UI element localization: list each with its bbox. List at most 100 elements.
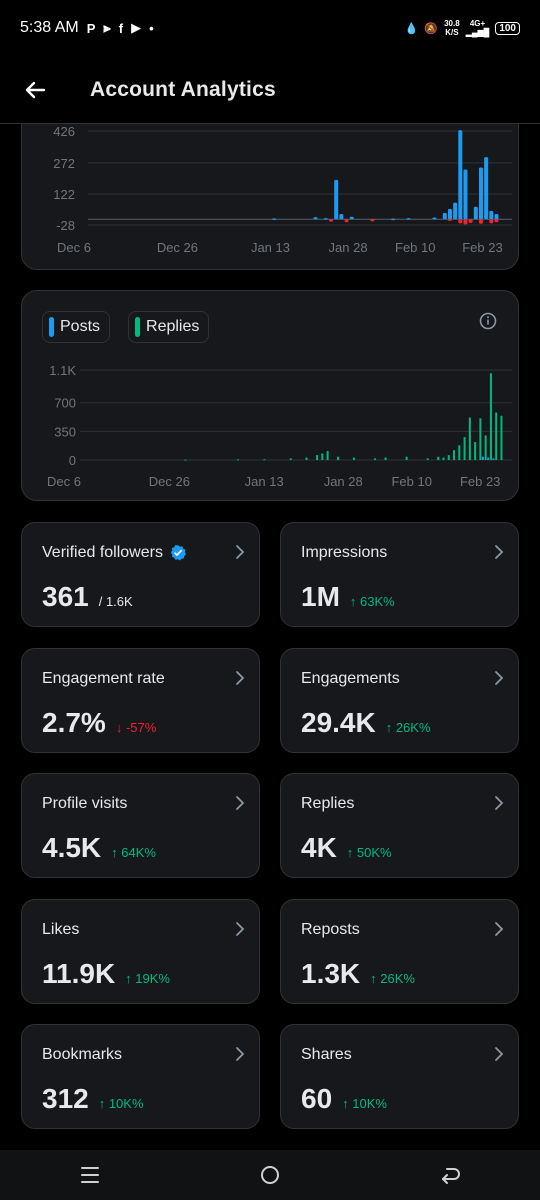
stat-value-row: 1M ↑ 63K%: [301, 581, 395, 613]
stat-value-row: 4.5K ↑ 64K%: [42, 832, 156, 864]
bar-replies: [426, 458, 429, 460]
bar: [463, 169, 468, 220]
bar-negative: [344, 219, 349, 223]
stat-delta: ↓ -57%: [115, 720, 157, 735]
bar-replies: [384, 457, 387, 460]
bar-posts: [481, 456, 484, 460]
chevron-right-icon: [236, 796, 245, 810]
stat-label: Bookmarks: [42, 1046, 123, 1063]
bar-replies: [405, 456, 408, 460]
stat-value-row: 2.7% ↓ -57%: [42, 707, 156, 739]
bar-replies: [468, 417, 471, 460]
bar-replies: [484, 435, 487, 460]
stat-card-impressions[interactable]: Impressions 1M ↑ 63K%: [280, 522, 519, 627]
bar-replies: [289, 458, 292, 460]
bar: [494, 214, 499, 220]
stat-value: 60: [301, 1083, 333, 1114]
recents-icon[interactable]: [60, 1150, 120, 1200]
bar: [447, 208, 452, 220]
x-tick-label: Dec 26: [149, 474, 190, 489]
legend-posts-label: Posts: [60, 318, 101, 335]
stat-card-shares[interactable]: Shares 60 ↑ 10K%: [280, 1024, 519, 1129]
x-tick-label: Jan 28: [329, 240, 368, 255]
posts-replies-chart-card: Posts Replies 1.1K 700 350 0 Dec 6 Dec 26 Jan …: [21, 290, 519, 501]
info-icon[interactable]: [478, 311, 498, 331]
chart-legend: Posts Replies: [42, 311, 210, 343]
stat-value-row: 29.4K ↑ 26K%: [301, 707, 431, 739]
stat-card-profile-visits[interactable]: Profile visits 4.5K ↑ 64K%: [21, 773, 260, 878]
bar: [442, 212, 447, 220]
status-bar: 5:38 AM P ⫸ f ▶ • 💧 🔕 30.8 K/S 4G+ ▂▄▆█ 1…: [0, 0, 540, 56]
bar: [323, 218, 328, 220]
stat-card-replies[interactable]: Replies 4K ↑ 50K%: [280, 773, 519, 878]
stat-label: Reposts: [301, 921, 360, 938]
bar-replies: [458, 445, 461, 460]
stat-delta: ↑ 19K%: [125, 971, 170, 986]
bar-negative: [447, 219, 452, 221]
mute-icon: 🔕: [424, 22, 439, 35]
chevron-right-icon: [495, 1047, 504, 1061]
net-speed: 30.8 K/S: [444, 19, 460, 37]
stat-delta: ↑ 26K%: [370, 971, 415, 986]
bar-replies: [447, 455, 450, 460]
notification-play-icon: ⫸: [103, 20, 111, 35]
stat-card-engagement-rate[interactable]: Engagement rate 2.7% ↓ -57%: [21, 648, 260, 753]
chevron-right-icon: [495, 671, 504, 685]
bar-replies: [352, 457, 355, 460]
y-tick-label: 0: [69, 453, 76, 468]
facebook-icon: f: [118, 20, 124, 36]
status-time: 5:38 AM: [20, 19, 79, 36]
stat-value-row: 1.3K ↑ 26K%: [301, 958, 415, 990]
chevron-right-icon: [495, 922, 504, 936]
bar-posts: [487, 457, 490, 460]
posts-replies-bar-chart: 1.1K 700 350 0 Dec 6 Dec 26 Jan 13 Jan 28 Feb 10…: [47, 363, 512, 489]
y-tick-label: -28: [56, 218, 75, 233]
bar-replies: [237, 459, 240, 461]
bar: [313, 217, 318, 220]
stat-value: 1M: [301, 581, 340, 612]
bar: [349, 216, 354, 220]
bar: [406, 218, 411, 220]
stat-card-bookmarks[interactable]: Bookmarks 312 ↑ 10K%: [21, 1024, 260, 1129]
stat-value: 11.9K: [42, 958, 116, 989]
bar-negative: [489, 219, 494, 224]
stat-label: Profile visits: [42, 795, 128, 812]
bar-replies: [489, 373, 492, 460]
bar: [478, 167, 483, 220]
replies-swatch: [135, 317, 141, 337]
x-tick-label: Feb 23: [462, 240, 502, 255]
stat-delta: ↑ 26K%: [385, 720, 431, 735]
chevron-right-icon: [495, 545, 504, 559]
stat-value-row: 60 ↑ 10K%: [301, 1083, 387, 1115]
stat-card-likes[interactable]: Likes 11.9K ↑ 19K%: [21, 899, 260, 1004]
bar: [484, 157, 489, 220]
bar-negative: [458, 219, 463, 224]
bar: [339, 214, 344, 220]
bar: [334, 179, 339, 220]
stat-card-verified-followers[interactable]: Verified followers 361 / 1.6K: [21, 522, 260, 627]
bar-replies: [442, 457, 445, 460]
stat-card-reposts[interactable]: Reposts 1.3K ↑ 26K%: [280, 899, 519, 1004]
legend-posts[interactable]: Posts: [42, 311, 111, 343]
bar-negative: [370, 219, 375, 222]
net-speed-unit: K/S: [445, 28, 459, 37]
bar: [272, 218, 277, 220]
bar-negative: [468, 219, 473, 223]
bar: [453, 202, 458, 220]
stat-value: 2.7%: [42, 707, 106, 738]
bar-negative: [463, 219, 468, 225]
back-icon[interactable]: [420, 1150, 480, 1200]
bar-replies: [337, 456, 340, 460]
legend-replies[interactable]: Replies: [128, 311, 210, 343]
stat-value: 361: [42, 581, 89, 612]
bar-replies: [326, 451, 329, 460]
stat-card-engagements[interactable]: Engagements 29.4K ↑ 26K%: [280, 648, 519, 753]
stat-label: Engagements: [301, 670, 400, 687]
x-tick-label: Feb 10: [395, 240, 435, 255]
stat-label: Engagement rate: [42, 670, 165, 687]
signal-label: 4G+: [469, 19, 486, 28]
back-arrow-icon[interactable]: [0, 56, 70, 124]
home-icon[interactable]: [240, 1150, 300, 1200]
stat-value: 4.5K: [42, 832, 102, 863]
battery-icon: 100: [495, 21, 520, 35]
